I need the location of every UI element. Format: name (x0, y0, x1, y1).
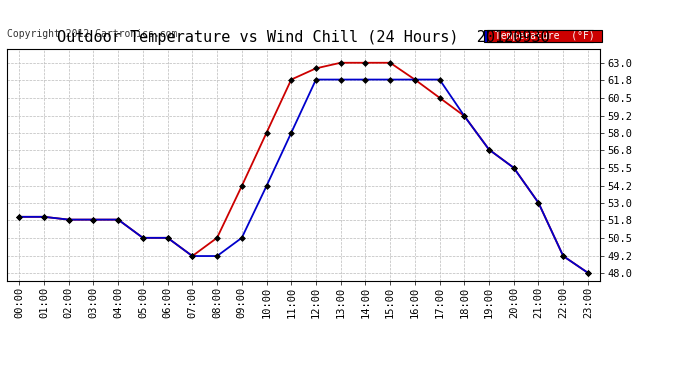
Title: Outdoor Temperature vs Wind Chill (24 Hours)  20120930: Outdoor Temperature vs Wind Chill (24 Ho… (57, 30, 550, 45)
Text: Temperature  (°F): Temperature (°F) (489, 31, 600, 41)
Text: Copyright 2012 Cartronics.com: Copyright 2012 Cartronics.com (7, 30, 177, 39)
Text: Wind Chill  (°F): Wind Chill (°F) (486, 31, 591, 41)
